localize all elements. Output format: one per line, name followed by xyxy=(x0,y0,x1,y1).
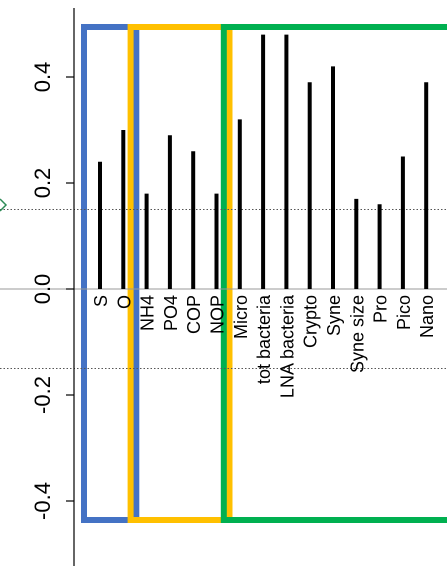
category-label: NOP xyxy=(208,295,228,334)
category-label: LNA bacteria xyxy=(277,294,297,398)
category-labels: S O NH4 PO4 COP NOP Micro tot bacteria LNA bacte… xyxy=(91,294,437,398)
tick-label: -0.2 xyxy=(30,376,55,414)
group-boxes xyxy=(81,24,447,523)
category-label: tot bacteria xyxy=(254,294,274,384)
tick-label: 0.2 xyxy=(30,168,55,199)
category-label: COP xyxy=(184,295,204,334)
category-label: S xyxy=(91,295,111,307)
category-label: O xyxy=(114,295,134,309)
arrow-marker xyxy=(0,198,8,212)
group-box xyxy=(127,24,233,523)
category-label: Pro xyxy=(371,295,391,323)
tick-label: 0.0 xyxy=(30,274,55,305)
category-label: PO4 xyxy=(161,295,181,331)
category-label: Syne xyxy=(324,295,344,336)
category-label: Micro xyxy=(231,295,251,339)
group-box xyxy=(81,24,140,523)
category-label: Pico xyxy=(394,295,414,330)
category-label: Syne size xyxy=(347,295,367,373)
tick-label: -0.4 xyxy=(30,482,55,520)
category-label: Nano xyxy=(417,295,437,338)
value-axis: -0.4 -0.2 0.0 0.2 0.4 xyxy=(0,8,75,566)
bars xyxy=(98,34,429,289)
tick-label: 0.4 xyxy=(30,62,55,93)
category-label: Crypto xyxy=(301,295,321,348)
category-label: NH4 xyxy=(138,295,158,331)
group-box xyxy=(220,24,447,523)
